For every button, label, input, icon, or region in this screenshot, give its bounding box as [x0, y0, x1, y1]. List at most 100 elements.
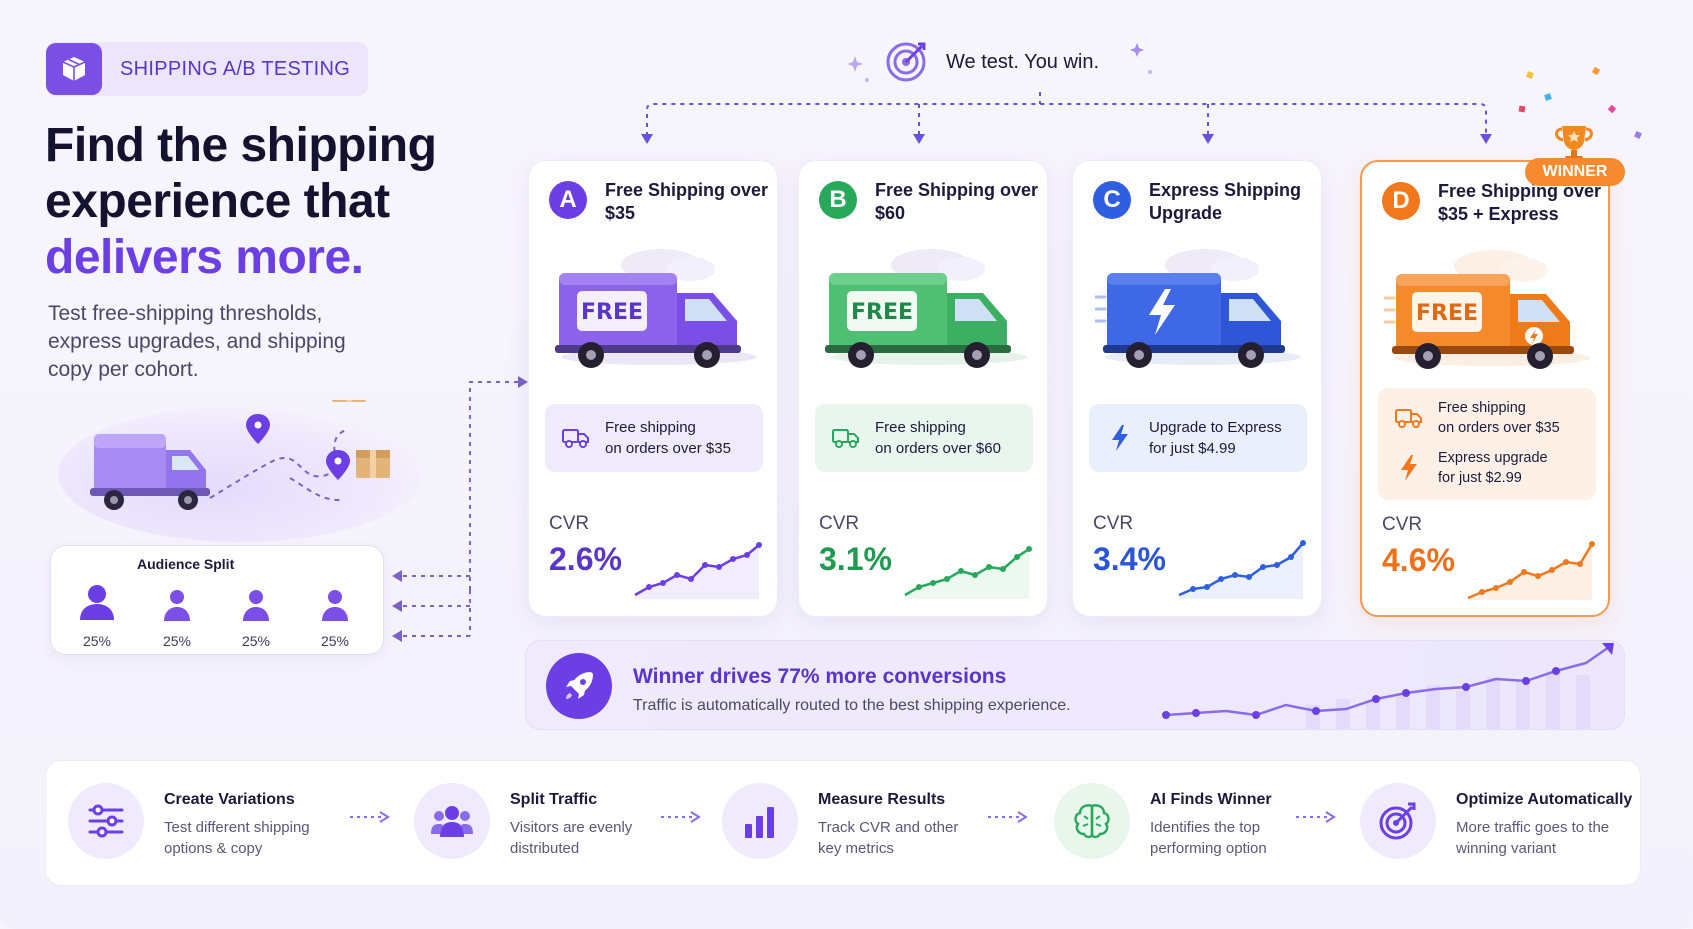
- delivery-route-illustration: [90, 400, 390, 510]
- step-desc: Test different shipping options & copy: [164, 819, 310, 857]
- truck-illustration: FREE: [555, 249, 757, 368]
- banner-headline: Winner drives 77% more conversions: [633, 665, 1007, 688]
- variant-letter-badge: A: [549, 181, 587, 219]
- package-icon: [46, 43, 102, 95]
- step-title: Split Traffic: [510, 791, 598, 808]
- step-arrow: [988, 811, 1028, 823]
- truck-illustration: FREE: [825, 249, 1027, 368]
- cvr-sparkline: [634, 542, 762, 599]
- cvr-value: 2.6%: [549, 541, 622, 577]
- traffic-connector-lines: [392, 376, 528, 642]
- truck-label: FREE: [1416, 301, 1478, 326]
- sparkle-decoration: [847, 43, 1152, 82]
- person-icon: [164, 590, 190, 621]
- person-icon: [80, 585, 114, 620]
- cvr-value: 4.6%: [1382, 542, 1455, 578]
- winner-badge: WINNER: [1525, 158, 1625, 186]
- rocket-icon: [546, 653, 612, 719]
- target-icon: [886, 42, 926, 82]
- variant-card-a[interactable]: A Free Shipping over $35 FREE Free shipp…: [528, 160, 778, 617]
- cvr-label: CVR: [1093, 513, 1134, 534]
- variant-letter-badge: D: [1382, 182, 1420, 220]
- step-arrow: [1296, 811, 1336, 823]
- step-arrow: [350, 811, 390, 823]
- variant-letter-badge: C: [1093, 181, 1131, 219]
- variant-feature: Free shipping on orders over $60: [815, 404, 1033, 472]
- step-desc: Track CVR and other key metrics: [818, 819, 959, 857]
- confetti-decoration: [1518, 66, 1642, 139]
- audience-split-panel: Audience Split 25% 25% 25% 25%: [50, 545, 384, 655]
- hero-subtitle: Test free-shipping thresholds, express u…: [48, 302, 346, 381]
- variant-name: Free Shipping over $35 + Express: [1438, 181, 1602, 224]
- cvr-value: 3.1%: [819, 541, 892, 577]
- cohort-3: 25%: [226, 588, 286, 649]
- cvr-label: CVR: [819, 513, 860, 534]
- variant-card-b[interactable]: B Free Shipping over $60 FREE Free shipp…: [798, 160, 1048, 617]
- hero-line-1: Find the shipping: [45, 119, 437, 172]
- variant-name: Express Shipping Upgrade: [1149, 180, 1302, 223]
- variant-feature: Free shipping on orders over $35 Express …: [1378, 388, 1596, 500]
- feature-row-2: Express upgrade for just $2.99: [1378, 448, 1596, 488]
- cvr-sparkline: [1178, 540, 1306, 599]
- brain-icon: [1054, 783, 1130, 859]
- feature-text: Free shipping on orders over $35: [1438, 400, 1560, 436]
- cvr-value: 3.4%: [1093, 541, 1166, 577]
- traffic-growth-chart: [1162, 643, 1614, 729]
- variant-name: Free Shipping over $35: [605, 180, 769, 223]
- variant-branch-arrows: [641, 92, 1492, 144]
- sliders-icon: [68, 783, 144, 859]
- step-title: AI Finds Winner: [1150, 791, 1272, 808]
- feature-text: Upgrade to Express for just $4.99: [1149, 419, 1282, 457]
- cohort-3-percent: 25%: [241, 633, 271, 649]
- variant-name: Free Shipping over $60: [875, 180, 1039, 223]
- cvr-label: CVR: [549, 513, 590, 534]
- variant-feature: Upgrade to Express for just $4.99: [1089, 404, 1307, 472]
- bar-chart-icon: [722, 783, 798, 859]
- trophy-icon: [1555, 126, 1593, 161]
- step-arrow: [661, 811, 701, 823]
- variant-card-c[interactable]: C Express Shipping Upgrade Upgrade to Ex…: [1072, 160, 1322, 617]
- truck-label: FREE: [581, 300, 643, 325]
- feature-text: Free shipping on orders over $60: [875, 419, 1001, 457]
- step-title: Create Variations: [164, 791, 295, 808]
- person-icon: [243, 590, 269, 621]
- truck-label: FREE: [851, 300, 913, 325]
- cvr-sparkline: [904, 546, 1032, 599]
- banner-subtext: Traffic is automatically routed to the b…: [633, 697, 1071, 714]
- feature-text: Express upgrade for just $2.99: [1438, 450, 1548, 486]
- cvr-sparkline: [1467, 541, 1595, 600]
- users-icon: [414, 783, 490, 859]
- hero-accent: delivers more.: [45, 231, 364, 284]
- hero-title: Find the shipping experience that delive…: [45, 118, 505, 286]
- audience-split-title: Audience Split: [137, 556, 235, 572]
- cohort-4-percent: 25%: [320, 633, 350, 649]
- truck-icon: [1394, 407, 1424, 429]
- step-desc: Identifies the top performing option: [1150, 819, 1267, 857]
- feature-text: Free shipping on orders over $35: [605, 419, 731, 457]
- variant-feature: Free shipping on orders over $35: [545, 404, 763, 472]
- cohort-4: 25%: [305, 588, 365, 649]
- truck-icon: [831, 427, 861, 449]
- cohort-2: 25%: [147, 588, 207, 649]
- tagline: We test. You win.: [884, 40, 1099, 84]
- tagline-text: We test. You win.: [946, 50, 1100, 73]
- cohort-2-percent: 25%: [162, 633, 192, 649]
- variant-card-d[interactable]: D Free Shipping over $35 + Express FREE …: [1360, 160, 1610, 617]
- cohort-1: 25%: [67, 582, 127, 649]
- step-title: Optimize Automatically: [1456, 791, 1633, 808]
- target-icon: [1360, 783, 1436, 859]
- category-pill: SHIPPING A/B TESTING: [46, 42, 368, 96]
- pill-label: SHIPPING A/B TESTING: [120, 57, 351, 80]
- process-steps: Create Variations Test different shippin…: [45, 760, 1641, 886]
- truck-illustration: FREE: [1384, 250, 1590, 369]
- step-desc: More traffic goes to the winning variant: [1456, 819, 1610, 857]
- truck-illustration: [1095, 249, 1301, 368]
- truck-icon: [561, 427, 591, 449]
- person-icon: [322, 590, 348, 621]
- variant-letter-badge: B: [819, 181, 857, 219]
- results-banner: Winner drives 77% more conversions Traff…: [525, 640, 1625, 730]
- cvr-label: CVR: [1382, 514, 1423, 535]
- step-desc: Visitors are evenly distributed: [510, 819, 633, 857]
- lightning-icon: [1105, 424, 1135, 452]
